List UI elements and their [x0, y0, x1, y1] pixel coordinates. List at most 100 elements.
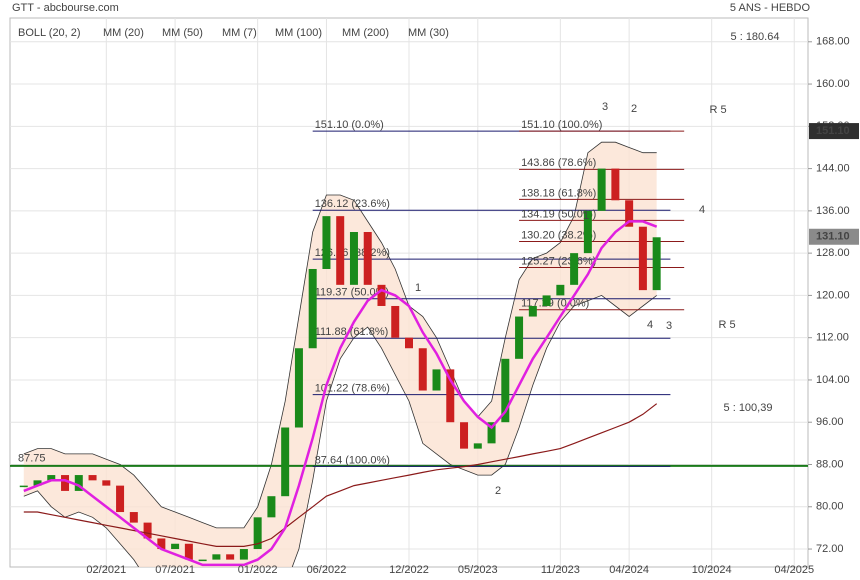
- candle: [294, 348, 303, 428]
- bollinger-lower: [23, 294, 657, 567]
- price-badge: [809, 123, 859, 140]
- candle: [33, 480, 42, 486]
- candle: [542, 295, 551, 306]
- x-tick-label: 04/2024: [609, 564, 649, 576]
- annotation: 1: [583, 210, 589, 222]
- candle: [226, 554, 235, 560]
- x-tick-label: 04/2025: [774, 564, 814, 576]
- x-tick-label: 11/2023: [541, 564, 580, 576]
- candle: [74, 475, 83, 491]
- y-tick-label: 104.00: [816, 374, 850, 386]
- candle: [638, 226, 647, 291]
- fib-label: 151.10 (0.0%): [315, 119, 384, 131]
- candle: [61, 475, 70, 491]
- price-badge-label: 151.10: [816, 125, 850, 137]
- fib-label: 136.12 (23.6%): [315, 198, 390, 210]
- annotation: 2: [631, 103, 637, 115]
- legend-entry: MM (20): [103, 27, 144, 39]
- bollinger-upper: [23, 141, 657, 529]
- fib-label: 151.10 (100.0%): [521, 119, 602, 131]
- candle: [405, 337, 413, 349]
- y-tick-label: 144.00: [816, 162, 850, 174]
- candle: [418, 348, 427, 391]
- legend-entry: BOLL (20, 2): [18, 27, 81, 39]
- annotation: 4: [699, 204, 705, 216]
- annotation: 2: [495, 485, 501, 497]
- candle: [322, 216, 331, 269]
- candle: [446, 369, 455, 423]
- candle: [473, 443, 482, 449]
- period: 5 ANS - HEBDO: [730, 2, 811, 14]
- candle: [129, 512, 138, 523]
- annotation: 3: [666, 320, 672, 332]
- annotation: 1: [415, 282, 421, 294]
- fib-label: 134.19 (50.0%): [521, 208, 596, 220]
- candle: [377, 284, 386, 306]
- candle: [212, 554, 221, 560]
- annotation: 3: [602, 101, 608, 113]
- candle: [460, 422, 469, 449]
- price-badge-label: 131.10: [816, 231, 850, 243]
- x-tick-label: 10/2024: [692, 564, 732, 576]
- x-tick-label: 05/2023: [458, 564, 498, 576]
- fib-label: 130.20 (38.2%): [521, 229, 596, 241]
- y-tick-label: 168.00: [816, 36, 850, 48]
- candle: [19, 485, 28, 488]
- fib-label: 125.27 (23.6%): [521, 255, 596, 267]
- y-tick-label: 120.00: [816, 289, 850, 301]
- y-tick-label: 128.00: [816, 247, 850, 259]
- candle: [88, 475, 97, 481]
- support-label: 87.75: [18, 453, 46, 465]
- moving-average: [23, 403, 658, 547]
- plot: 151.10 (0.0%)136.12 (23.6%)126.86 (38.2%…: [10, 18, 808, 567]
- candle: [116, 485, 125, 513]
- fib-label: 143.86 (78.6%): [521, 157, 596, 169]
- candle: [47, 475, 56, 481]
- candle: [143, 522, 152, 539]
- fib-label: 138.18 (61.8%): [521, 187, 596, 199]
- y-tick-label: 112.00: [816, 332, 849, 344]
- fib-label: 87.64 (100.0%): [315, 454, 390, 466]
- annotation: 5 : 100,39: [724, 402, 773, 414]
- candle: [556, 284, 565, 296]
- legend-entry: MM (30): [408, 27, 449, 39]
- candle: [253, 517, 262, 550]
- candle: [349, 231, 358, 285]
- candle: [391, 305, 400, 338]
- candle: [528, 305, 537, 317]
- x-tick-label: 06/2022: [307, 564, 347, 576]
- y-tick-label: 72.00: [816, 543, 844, 555]
- legend-entry: MM (7): [222, 27, 257, 39]
- x-tick-label: 01/2022: [238, 564, 278, 576]
- y-tick-label: 88.00: [816, 458, 844, 470]
- x-tick-label: 02/2021: [86, 564, 126, 576]
- candle: [570, 253, 579, 285]
- price-badge: [809, 228, 859, 245]
- candle: [308, 268, 317, 349]
- x-tick-label: 07/2021: [155, 564, 195, 576]
- candle: [515, 316, 524, 359]
- candle: [267, 496, 276, 518]
- legend-entry: MM (200): [342, 27, 389, 39]
- fib-label: 117.29 (0.0%): [521, 298, 589, 310]
- fib-label: 111.88 (61.8%): [315, 326, 389, 338]
- y-tick-label: 160.00: [816, 78, 850, 90]
- candle: [281, 427, 290, 497]
- candle: [171, 543, 180, 550]
- annotation: R 5: [709, 104, 726, 116]
- candle: [583, 210, 592, 254]
- candle: [625, 200, 634, 227]
- candle: [102, 480, 111, 486]
- candle: [239, 549, 248, 560]
- candle: [184, 543, 193, 560]
- candle: [487, 422, 496, 444]
- annotation: 4: [647, 319, 653, 331]
- y-tick-label: 96.00: [816, 416, 844, 428]
- fib-label: 119.37 (50.0%): [315, 287, 389, 299]
- chart-title: GTT - abcbourse.com: [12, 2, 119, 14]
- moving-average: [23, 220, 658, 567]
- annotation: R 5: [718, 319, 735, 331]
- candle: [363, 231, 372, 285]
- fib-label: 101.22 (78.6%): [315, 383, 390, 395]
